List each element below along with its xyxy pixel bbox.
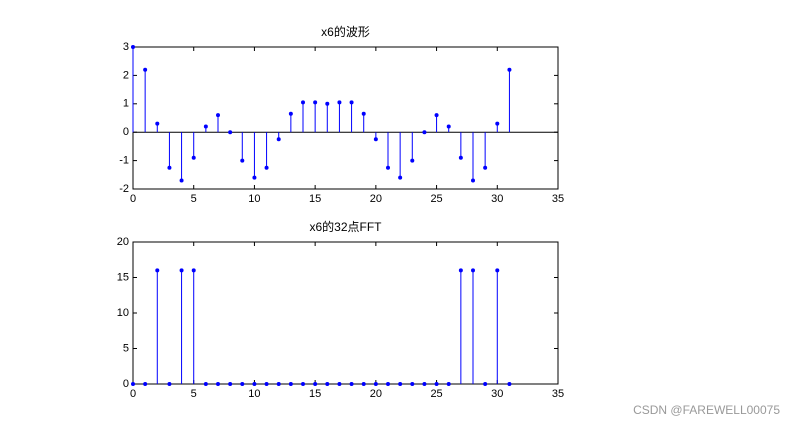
stem-marker <box>252 382 257 386</box>
stem-marker <box>228 130 233 135</box>
stem-marker <box>131 382 135 386</box>
watermark: CSDN @FAREWELL00075 <box>633 403 780 417</box>
stem-marker <box>191 268 196 273</box>
stem-marker <box>337 382 342 386</box>
stem-marker <box>373 137 378 142</box>
stem-marker <box>240 158 245 163</box>
x-tick-label: 25 <box>430 193 442 205</box>
y-tick-label: 0 <box>123 126 129 138</box>
stem-marker <box>276 137 281 142</box>
stem-marker <box>495 268 500 273</box>
y-tick-label: 15 <box>117 271 129 283</box>
stem-marker <box>167 382 172 386</box>
stem-marker <box>458 155 463 160</box>
stem-marker <box>349 382 354 386</box>
stem-marker <box>301 100 305 105</box>
stem-marker <box>191 155 196 160</box>
stem-marker <box>373 382 378 386</box>
y-tick-label: 3 <box>123 41 129 53</box>
plot-area <box>132 241 559 385</box>
stem-marker <box>386 165 390 170</box>
x-tick-label: 10 <box>248 193 260 205</box>
x-tick-label: 35 <box>552 193 564 205</box>
stem-marker <box>325 101 330 106</box>
stem-marker <box>398 175 403 180</box>
stem-marker <box>155 121 160 126</box>
stem-marker <box>288 382 293 386</box>
y-tick-label: 1 <box>123 98 129 110</box>
stem-marker <box>337 100 342 105</box>
x-tick-label: 30 <box>491 193 503 205</box>
x-tick-label: 0 <box>130 388 136 400</box>
stem-marker <box>458 268 463 273</box>
stem-marker <box>252 175 257 180</box>
stem-marker <box>446 124 451 129</box>
stem-marker <box>410 382 415 386</box>
stem-marker <box>228 382 233 386</box>
stem-marker <box>422 382 427 386</box>
stem-marker <box>386 382 390 386</box>
stem-marker <box>313 100 318 105</box>
stem-marker <box>240 382 245 386</box>
stem-marker <box>131 45 135 49</box>
y-tick-label: -2 <box>119 183 129 195</box>
stem-marker <box>434 113 439 118</box>
plot-area <box>132 46 559 190</box>
stem-marker <box>446 382 451 386</box>
x-tick-label: 20 <box>370 193 382 205</box>
stem-marker <box>471 178 475 183</box>
stem-marker <box>410 158 415 163</box>
chart-title: x6的32点FFT <box>309 219 382 234</box>
x-tick-label: 15 <box>309 193 321 205</box>
x-tick-label: 0 <box>130 193 136 205</box>
stem-marker <box>288 111 293 116</box>
stem-marker <box>179 178 184 183</box>
y-tick-label: 0 <box>123 378 129 390</box>
stem-marker <box>361 382 366 386</box>
x-tick-label: 5 <box>191 193 197 205</box>
y-tick-label: 5 <box>123 342 129 354</box>
stem-marker <box>495 121 500 126</box>
stem-marker <box>422 130 427 135</box>
x-tick-label: 35 <box>552 388 564 400</box>
x-tick-label: 20 <box>370 388 382 400</box>
stem-marker <box>216 113 220 118</box>
stem-marker <box>361 111 366 116</box>
stem-marker <box>203 124 208 129</box>
stem-marker <box>434 382 439 386</box>
stem-marker <box>276 382 281 386</box>
stem-marker <box>203 382 208 386</box>
y-tick-label: 2 <box>123 69 129 81</box>
stem-marker <box>507 67 512 72</box>
stem-marker <box>216 382 220 386</box>
stem-marker <box>483 165 488 170</box>
x-tick-label: 10 <box>248 388 260 400</box>
stem-marker <box>167 165 172 170</box>
stem-marker <box>179 268 184 273</box>
y-tick-label: 20 <box>117 236 129 248</box>
x-tick-label: 25 <box>430 388 442 400</box>
stem-marker <box>325 382 330 386</box>
y-tick-label: -1 <box>119 155 129 167</box>
stem-marker <box>398 382 403 386</box>
y-tick-label: 10 <box>117 307 129 319</box>
stem-marker <box>507 382 512 386</box>
stem-marker <box>301 382 305 386</box>
stem-marker <box>483 382 488 386</box>
stem-marker <box>155 268 160 273</box>
stem-marker <box>143 67 148 72</box>
stem-marker <box>349 100 354 105</box>
stem-marker <box>471 268 475 273</box>
stem-marker <box>264 165 269 170</box>
x-tick-label: 15 <box>309 388 321 400</box>
stem-marker <box>143 382 148 386</box>
x-tick-label: 5 <box>191 388 197 400</box>
x-tick-label: 30 <box>491 388 503 400</box>
stem-marker <box>313 382 318 386</box>
stem-marker <box>264 382 269 386</box>
chart-title: x6的波形 <box>321 24 370 39</box>
